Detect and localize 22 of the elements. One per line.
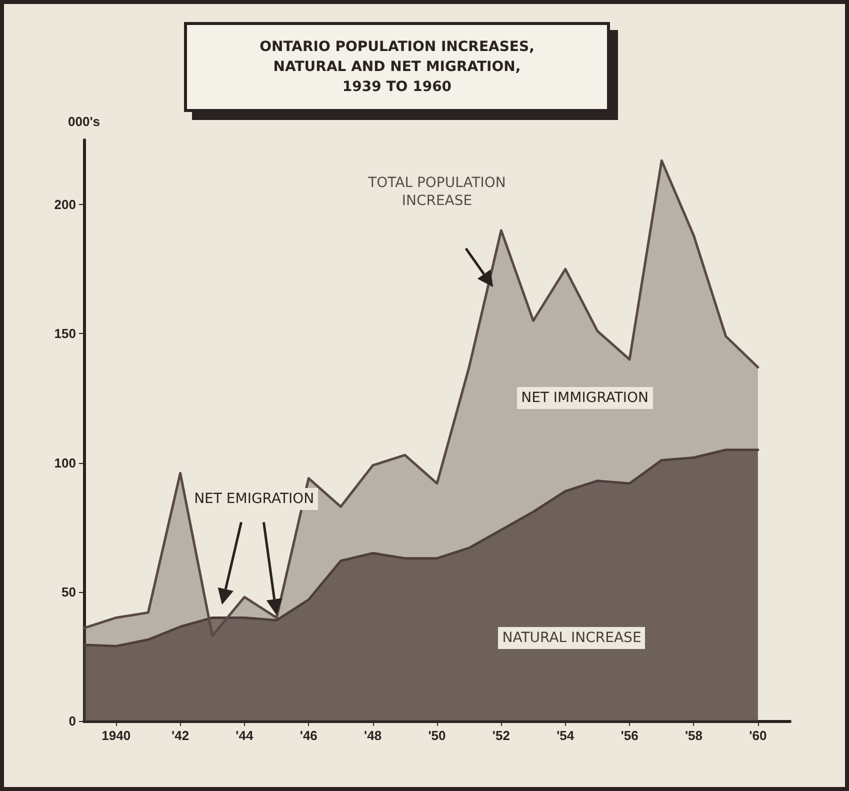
x-tick-label: '46: [300, 728, 318, 743]
x-tick-label: 1940: [102, 728, 131, 743]
x-tick-label: '54: [556, 728, 575, 743]
x-tick-label: '58: [684, 728, 703, 743]
x-tick-label: '42: [171, 728, 190, 743]
x-tick-label: '50: [428, 728, 446, 743]
x-tick-label: '44: [236, 728, 254, 743]
series-label: NATURAL INCREASE: [498, 627, 646, 650]
annotation: NET IMMIGRATION: [517, 387, 653, 410]
y-tick-label: 0: [68, 714, 76, 728]
y-tick-label: 200: [54, 197, 76, 212]
series-label: TOTAL POPULATION INCREASE: [358, 172, 516, 212]
x-tick-label: '48: [364, 728, 382, 743]
chart-title: ONTARIO POPULATION INCREASES, NATURAL AND NET MIGRATION, 1939 TO 1960: [184, 22, 610, 112]
x-tick-label: '56: [620, 728, 638, 743]
y-tick-label: 100: [54, 455, 76, 470]
annotation: NET EMIGRATION: [190, 488, 318, 510]
x-tick-label: '52: [492, 728, 510, 743]
y-axis-title: 000's: [68, 114, 100, 129]
y-tick-label: 150: [54, 326, 76, 342]
y-tick-label: 50: [62, 584, 76, 600]
x-tick-label: '60: [749, 728, 767, 743]
